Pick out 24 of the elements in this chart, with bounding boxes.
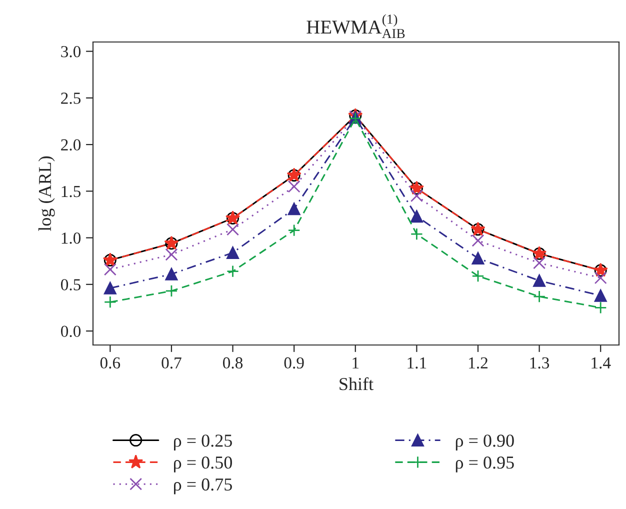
y-tick-label: 0.5 [60,279,81,290]
legend-label: ρ = 0.90 [456,434,514,450]
y-tick-label: 2.0 [61,139,81,151]
y-tick-label: 1.0 [62,232,81,244]
legend-label: ρ = 0.95 [456,456,514,472]
legend-label: ρ = 0.50 [174,456,232,472]
legend-label: ρ = 0.75 [174,478,232,494]
chart-title: HEWMA$^{(1)}$$_{AIB}$ [306,14,405,38]
x-tick-label: 0.6 [100,357,120,369]
x-axis-title: Shift [340,377,374,390]
legend-label: ρ = 0.25 [174,434,232,450]
x-tick-label: 1.4 [592,357,611,369]
x-tick-label: 1.3 [530,357,550,369]
x-tick-label: 1.1 [408,357,426,369]
x-tick-label: 1.2 [469,357,488,369]
y-tick-label: 2.5 [61,92,81,104]
y-tick-label: 3.0 [61,46,81,58]
x-tick-label: 1 [352,357,359,368]
x-tick-label: 0.7 [162,357,182,369]
y-tick-label: 1.5 [62,186,81,198]
y-axis-title: log (ARL) [38,156,55,231]
x-tick-label: 0.9 [284,357,304,369]
y-tick-label: 0.0 [60,326,81,338]
x-tick-label: 0.8 [222,357,243,369]
